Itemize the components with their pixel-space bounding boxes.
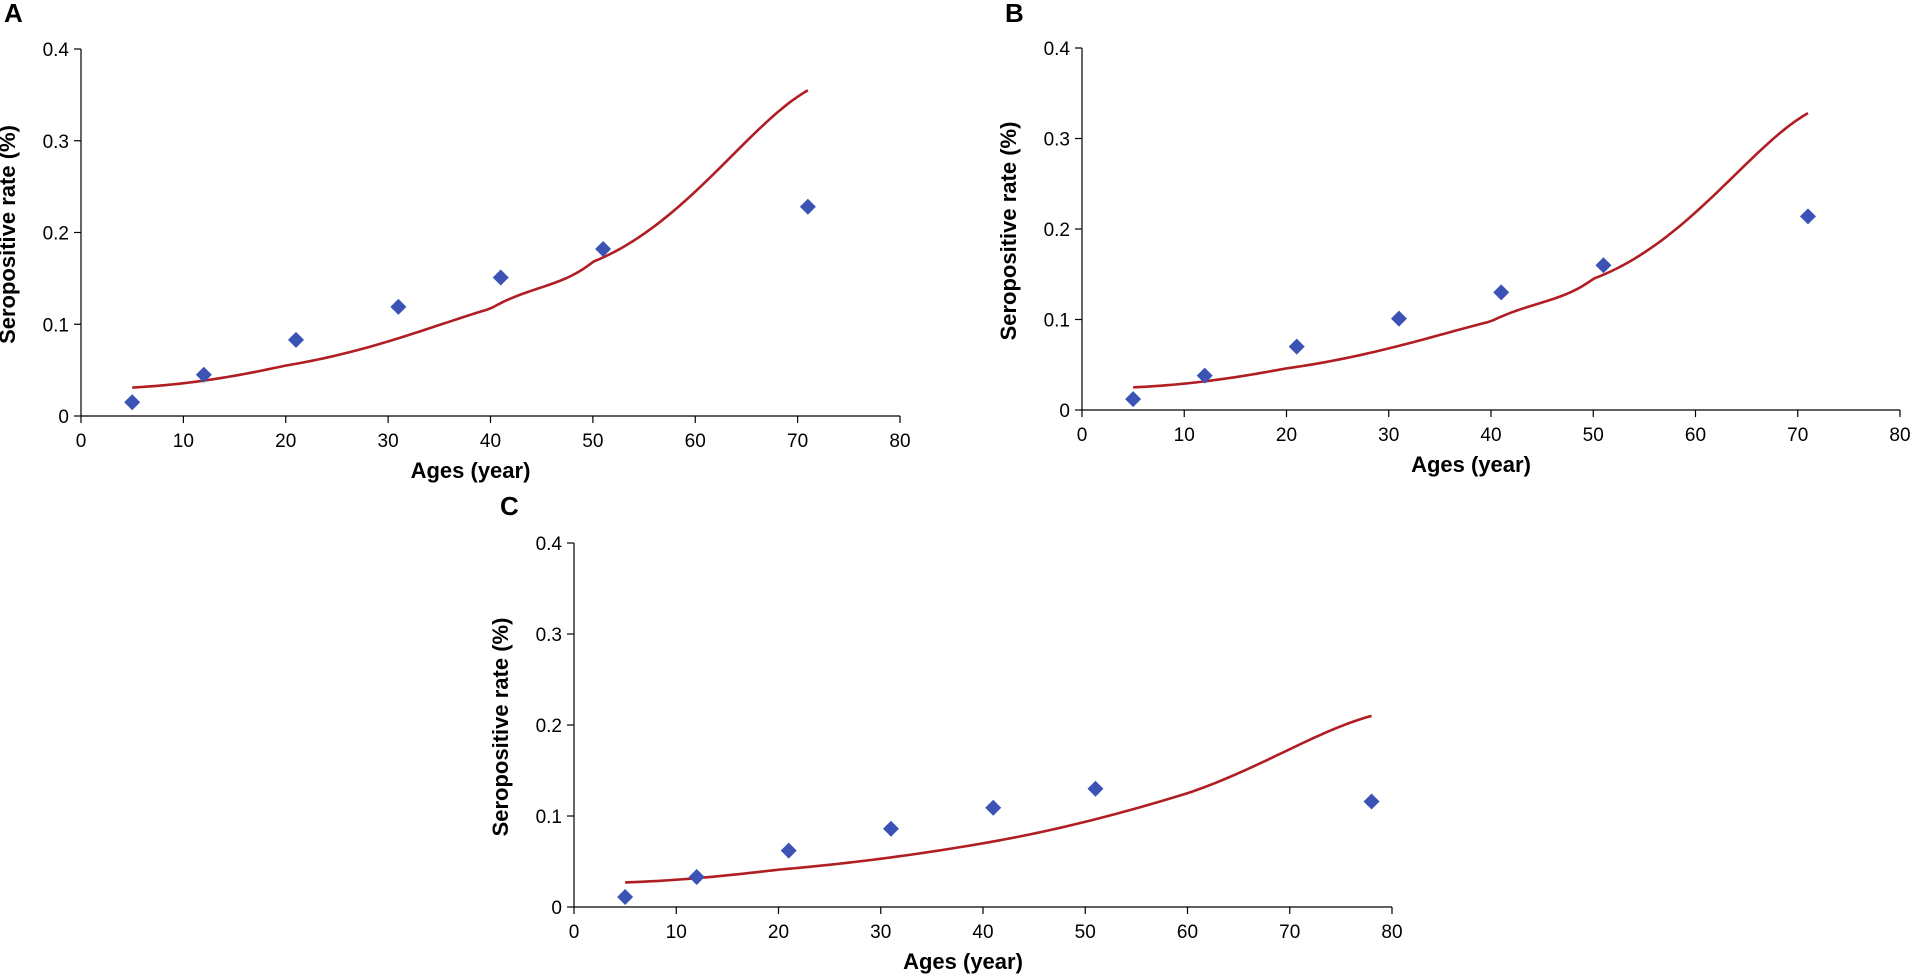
data-point [1125,391,1142,408]
x-tick-label: 10 [1174,425,1195,446]
x-tick-label: 40 [480,431,501,452]
x-tick-label: 20 [768,922,789,943]
x-tick-label: 20 [1276,425,1297,446]
x-tick-label: 50 [1075,922,1096,943]
data-point [1363,793,1380,810]
x-axis-title: Ages (year) [411,458,531,483]
fitted-curve [132,89,809,389]
x-tick-label: 0 [569,922,580,943]
y-tick-label: 0.3 [43,132,69,153]
x-tick-label: 0 [1077,425,1088,446]
data-point [1390,310,1407,327]
y-tick-label: 0.4 [536,534,563,555]
data-point [688,868,705,885]
data-point [1288,338,1305,355]
data-point [492,269,509,286]
x-tick-label: 40 [972,922,993,943]
x-tick-label: 20 [275,431,296,452]
panel-label: B [1005,0,1024,28]
fitted-curve [625,714,1372,884]
y-tick-label: 0.2 [1044,220,1070,241]
y-tick-label: 0.3 [536,625,562,646]
x-tick-label: 70 [1279,922,1300,943]
y-axis-title: Seropositive rate (%) [996,122,1021,341]
y-tick-label: 0 [551,898,562,919]
data-point [780,842,797,859]
x-tick-label: 40 [1480,425,1501,446]
data-point [595,241,612,258]
x-tick-label: 10 [173,431,194,452]
y-tick-label: 0.1 [536,807,562,828]
x-axis-title: Ages (year) [1411,452,1531,477]
data-point [195,366,212,383]
x-tick-label: 80 [889,431,910,452]
x-tick-label: 50 [1583,425,1604,446]
x-tick-label: 70 [787,431,808,452]
x-tick-label: 10 [666,922,687,943]
panel-label: A [4,0,23,28]
data-point [617,888,634,905]
y-tick-label: 0 [1059,401,1070,422]
data-point [1799,208,1816,225]
data-point [1087,780,1104,797]
data-point [287,331,304,348]
y-tick-label: 0.3 [1044,130,1070,151]
x-tick-label: 30 [378,431,399,452]
x-tick-label: 50 [582,431,603,452]
fitted-curve [1133,112,1809,389]
y-tick-label: 0.4 [1044,39,1071,60]
x-tick-label: 80 [1381,922,1402,943]
x-tick-label: 30 [1378,425,1399,446]
x-axis-title: Ages (year) [903,949,1023,974]
data-point [1196,367,1213,384]
x-tick-label: 60 [1685,425,1706,446]
data-point [124,394,141,411]
y-tick-label: 0.4 [43,40,70,61]
y-axis-title: Seropositive rate (%) [0,125,20,344]
data-point [882,820,899,837]
y-tick-label: 0.2 [536,716,562,737]
panel-label: C [500,491,519,521]
panel-c: C 0 0.1 0.2 0.3 0.4 0 10 20 30 40 50 60 70 80 Ages (yea… [488,491,1403,974]
x-tick-label: 70 [1787,425,1808,446]
data-point [1595,257,1612,274]
y-axis-title: Seropositive rate (%) [488,618,513,837]
x-tick-label: 0 [76,431,87,452]
panel-a: A 0 0.1 0.2 0.3 0.4 0 10 20 30 40 50 60 70 80 Ages (yea… [0,0,911,483]
y-tick-label: 0 [58,407,69,428]
y-tick-label: 0.2 [43,224,69,245]
x-tick-label: 60 [685,431,706,452]
data-point [985,799,1002,816]
data-point [1493,284,1510,301]
y-tick-label: 0.1 [1044,311,1070,332]
panel-b: B 0 0.1 0.2 0.3 0.4 0 10 20 30 40 50 60 70 80 Ages (yea… [996,0,1911,477]
x-tick-label: 30 [870,922,891,943]
data-point [390,298,407,315]
x-tick-label: 80 [1889,425,1910,446]
data-point [799,198,816,215]
x-tick-label: 60 [1177,922,1198,943]
y-tick-label: 0.1 [43,315,69,336]
